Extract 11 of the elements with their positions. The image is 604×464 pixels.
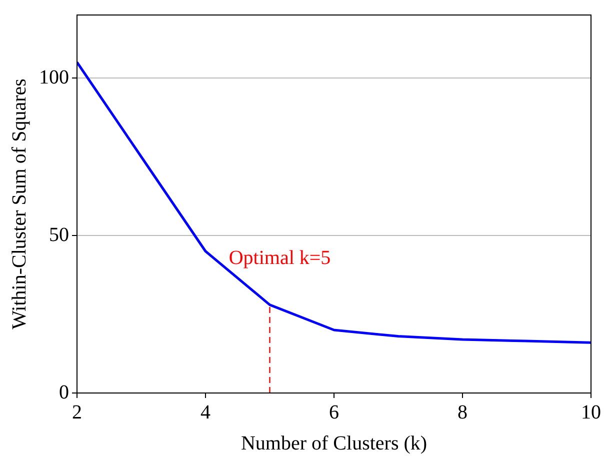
x-tick-label: 10	[581, 401, 601, 424]
x-tick-label: 8	[458, 401, 468, 424]
annotation: Optimal k=5	[228, 247, 331, 270]
x-axis-title: Number of Clusters (k)	[240, 432, 428, 454]
y-tick-label: 50	[49, 224, 69, 246]
x-tick-label: 2	[72, 401, 82, 424]
y-axis-title: Within-Cluster Sum of Squares	[8, 78, 30, 330]
x-tick-label: 6	[329, 401, 339, 424]
x-tick-label: 4	[200, 401, 210, 424]
y-tick-label: 0	[59, 381, 69, 404]
y-tick-label: 100	[39, 66, 69, 88]
